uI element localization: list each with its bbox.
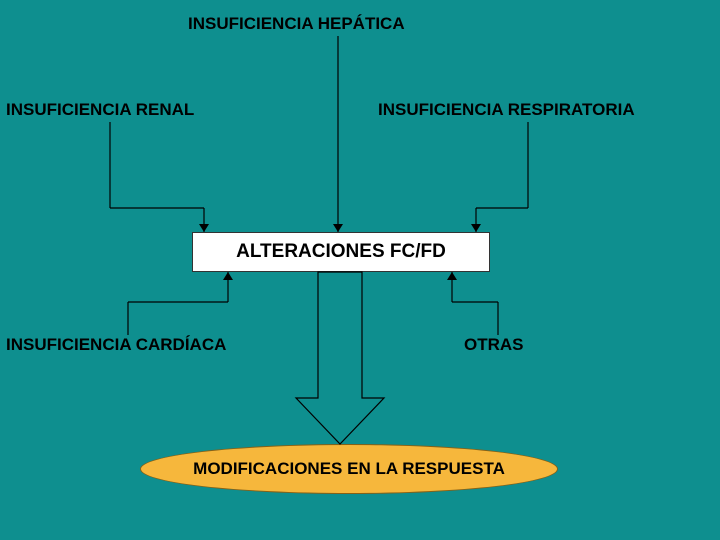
result-ellipse: MODIFICACIONES EN LA RESPUESTA <box>140 444 558 494</box>
label-cardiaca: INSUFICIENCIA CARDÍACA <box>6 335 226 355</box>
label-otras: OTRAS <box>464 335 524 355</box>
label-hepatica: INSUFICIENCIA HEPÁTICA <box>188 14 405 34</box>
result-ellipse-text: MODIFICACIONES EN LA RESPUESTA <box>193 459 505 479</box>
label-renal: INSUFICIENCIA RENAL <box>6 100 194 120</box>
label-respiratoria: INSUFICIENCIA RESPIRATORIA <box>378 100 635 120</box>
center-box-alteraciones: ALTERACIONES FC/FD <box>192 232 490 272</box>
center-box-text: ALTERACIONES FC/FD <box>236 241 446 263</box>
